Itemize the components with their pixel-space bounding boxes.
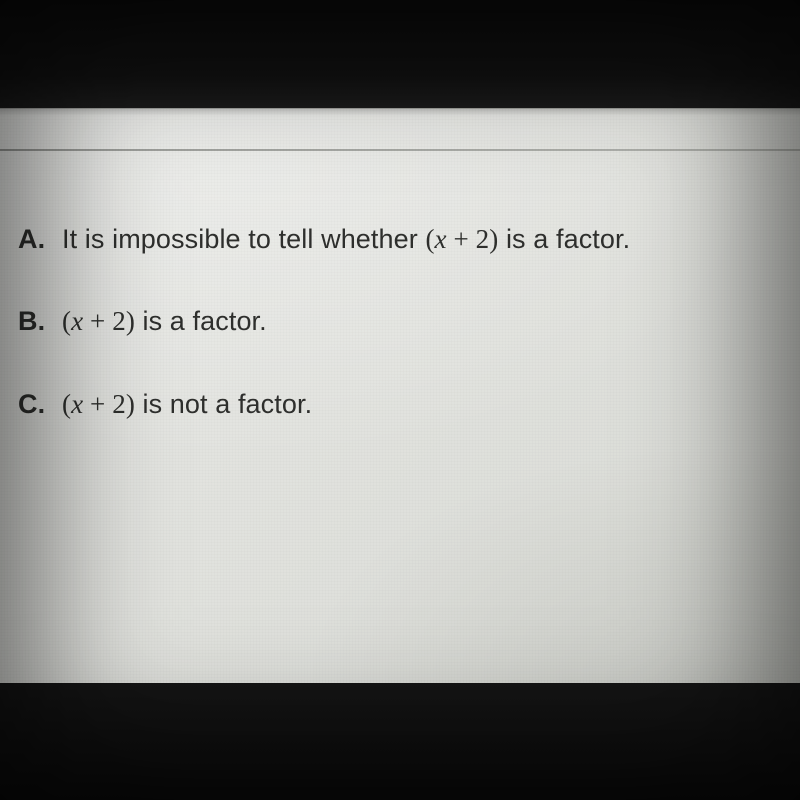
screen-area: A. It is impossible to tell whether (x +… [0, 108, 800, 683]
math-expression: (x + 2) [62, 306, 135, 336]
math-expression: (x + 2) [425, 224, 498, 254]
option-text: It is impossible to tell whether (x + 2)… [62, 221, 630, 257]
option-c[interactable]: C. (x + 2) is not a factor. [18, 386, 770, 422]
answer-options: A. It is impossible to tell whether (x +… [18, 221, 770, 468]
photo-frame: A. It is impossible to tell whether (x +… [0, 0, 800, 800]
option-text-suffix: is a factor. [498, 224, 630, 254]
option-letter: C. [18, 386, 48, 422]
option-text: (x + 2) is a factor. [62, 303, 267, 339]
option-text: (x + 2) is not a factor. [62, 386, 312, 422]
horizontal-divider [0, 149, 800, 151]
option-letter: A. [18, 221, 48, 257]
math-expression: (x + 2) [62, 389, 135, 419]
option-a[interactable]: A. It is impossible to tell whether (x +… [18, 221, 770, 257]
option-b[interactable]: B. (x + 2) is a factor. [18, 303, 770, 339]
option-text-prefix: It is impossible to tell whether [62, 224, 425, 254]
bottom-black-band [0, 683, 800, 800]
top-black-band [0, 0, 800, 108]
option-letter: B. [18, 303, 48, 339]
option-text-suffix: is a factor. [135, 306, 267, 336]
option-text-suffix: is not a factor. [135, 389, 312, 419]
